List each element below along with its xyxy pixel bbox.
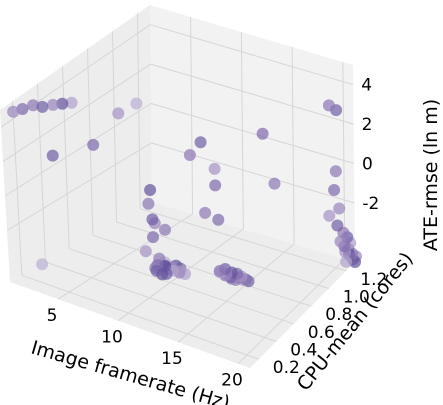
data-point	[340, 255, 353, 268]
x-tick-label: 5	[47, 306, 58, 326]
data-point	[146, 213, 159, 226]
data-point	[130, 97, 143, 110]
data-point	[322, 99, 335, 112]
data-point	[256, 127, 269, 140]
y-tick-label: 0.8	[325, 305, 352, 325]
data-point	[209, 179, 222, 192]
data-point	[199, 206, 212, 219]
z-grid-back	[150, 24, 354, 86]
y-tick-label: 0.2	[273, 358, 300, 378]
data-point	[36, 258, 49, 271]
z-grid-left	[4, 103, 152, 197]
data-point	[333, 202, 346, 215]
z-tick-label: 4	[361, 76, 372, 96]
z-grid-back	[150, 103, 355, 164]
data-point	[7, 105, 20, 118]
left-pane	[0, 5, 152, 282]
data-point	[268, 177, 281, 190]
y-tick-label: 0.4	[290, 341, 317, 361]
data-point	[27, 99, 40, 112]
data-point	[156, 268, 169, 281]
data-point	[144, 184, 157, 196]
data-point	[328, 184, 341, 196]
x-tick-label: 15	[161, 349, 183, 369]
data-point	[112, 107, 125, 120]
data-point	[142, 197, 155, 210]
y-tick-label: 1.0	[343, 288, 370, 308]
data-point	[212, 213, 225, 226]
data-point	[47, 98, 59, 111]
data-point	[329, 165, 342, 178]
data-point	[183, 149, 196, 161]
x-tick-label: 10	[101, 328, 123, 348]
floor-pane	[10, 202, 355, 368]
axis-ticks: 5 10 15 20 0.20.40.60.81.01.2 -2 0 2 4	[47, 76, 388, 391]
z-tick-label: 2	[362, 115, 373, 135]
data-point	[56, 97, 69, 110]
z-tick-label: -2	[362, 194, 379, 214]
data-point	[194, 136, 207, 149]
data-point	[334, 235, 347, 248]
z-grid-left	[6, 142, 152, 231]
y-grid-floor	[45, 261, 277, 342]
data-point	[139, 245, 152, 258]
data-point	[16, 103, 29, 115]
data-point	[36, 100, 49, 113]
data-point	[65, 96, 78, 109]
y-tick-label: 1.2	[360, 270, 387, 290]
data-point	[46, 149, 59, 162]
data-point	[323, 209, 336, 222]
data-point	[159, 223, 171, 236]
z-grid-back	[150, 63, 354, 125]
y-grid-floor	[21, 274, 259, 360]
y-grid-floor	[92, 234, 312, 307]
x-tick-label: 20	[221, 371, 243, 391]
z-tick-label: 0	[362, 155, 373, 175]
data-point	[213, 264, 226, 277]
data-point	[208, 162, 221, 175]
x-grid-floor	[237, 258, 346, 365]
data-point	[331, 219, 344, 232]
scatter-points	[7, 96, 362, 288]
axis-panes	[0, 5, 355, 368]
z-axis-label: ATE-rmse (ln m)	[420, 99, 442, 251]
data-point	[87, 138, 100, 151]
data-point	[147, 231, 159, 244]
x-grid-floor	[177, 243, 295, 343]
y-grid-floor	[140, 208, 347, 272]
y-tick-label: 0.6	[308, 323, 335, 343]
z-grid-left	[2, 63, 151, 163]
y-grid-floor	[69, 248, 294, 325]
